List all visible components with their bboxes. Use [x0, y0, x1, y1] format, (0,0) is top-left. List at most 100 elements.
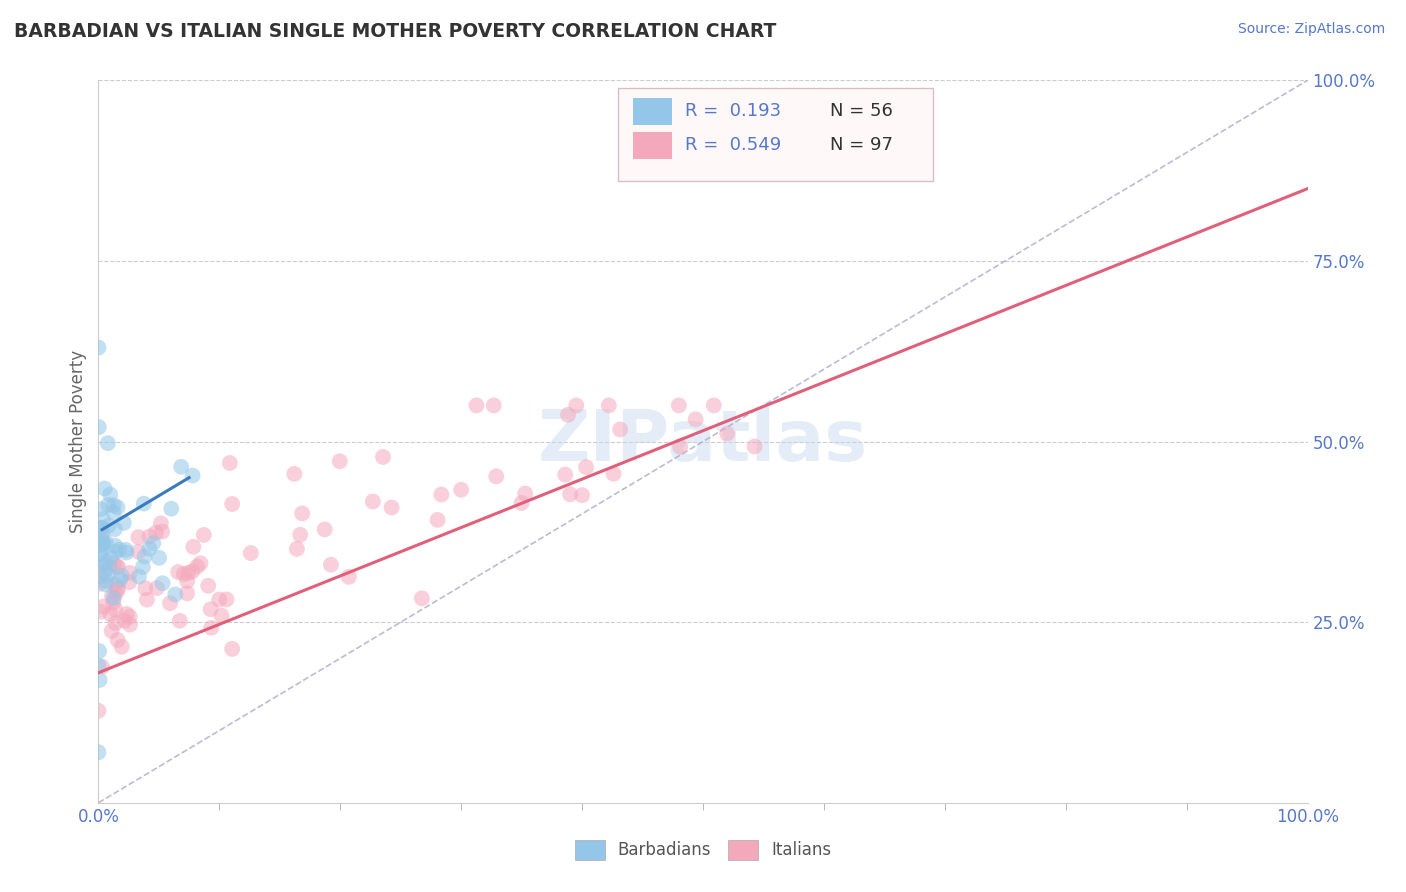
Point [96, 567, 118, 582]
Point [208, 592, 231, 607]
Point [118, 617, 141, 632]
Point [87, 658, 110, 673]
Point [118, 575, 141, 590]
Point [218, 456, 240, 470]
Legend: Barbadians, Italians: Barbadians, Italians [568, 833, 838, 867]
Point [90, 520, 112, 534]
Point [283, 467, 305, 481]
Point [371, 450, 394, 464]
Point [111, 640, 134, 654]
Point [115, 607, 138, 621]
Point [319, 558, 342, 572]
Point [103, 595, 125, 609]
Point [337, 570, 360, 584]
Point [100, 607, 122, 622]
Point [167, 565, 190, 579]
Point [87, 341, 110, 355]
Point [181, 565, 204, 579]
Point [90, 539, 112, 553]
Point [181, 468, 204, 483]
Point [149, 516, 172, 531]
Point [602, 467, 624, 481]
Point [134, 581, 156, 595]
Point [173, 566, 195, 581]
Point [89, 673, 111, 687]
Point [314, 522, 336, 536]
Point [91, 535, 114, 549]
Point [200, 602, 222, 616]
Point [215, 592, 238, 607]
Point [411, 591, 433, 606]
Point [107, 633, 129, 648]
Point [89, 559, 111, 574]
Point [609, 422, 631, 436]
Point [145, 525, 167, 540]
Point [94, 574, 117, 588]
Point [669, 440, 692, 454]
Point [329, 454, 352, 468]
Point [193, 528, 215, 542]
Point [100, 550, 122, 565]
Point [103, 506, 125, 520]
Point [211, 608, 233, 623]
Point [197, 579, 219, 593]
Text: BARBADIAN VS ITALIAN SINGLE MOTHER POVERTY CORRELATION CHART: BARBADIAN VS ITALIAN SINGLE MOTHER POVER… [14, 22, 776, 41]
Point [104, 602, 127, 616]
Point [450, 483, 472, 497]
Text: N = 97: N = 97 [830, 136, 893, 154]
Point [510, 496, 533, 510]
Point [557, 408, 579, 422]
Point [94, 558, 117, 572]
Point [114, 614, 136, 628]
Point [89, 521, 111, 535]
Point [115, 545, 138, 559]
Point [183, 540, 205, 554]
Point [104, 577, 127, 591]
Text: N = 56: N = 56 [830, 103, 893, 120]
Point [89, 576, 111, 591]
Point [104, 539, 127, 553]
Point [380, 500, 402, 515]
Point [104, 522, 127, 536]
Point [127, 530, 149, 544]
Point [127, 545, 149, 559]
Y-axis label: Single Mother Poverty: Single Mother Poverty [69, 350, 87, 533]
Point [107, 582, 129, 597]
Point [290, 528, 312, 542]
Point [107, 500, 129, 515]
Point [668, 398, 690, 412]
Point [716, 426, 738, 441]
Point [598, 398, 620, 412]
Point [97, 436, 120, 450]
Point [91, 659, 114, 673]
Point [186, 559, 208, 574]
Text: ZIPatlas: ZIPatlas [538, 407, 868, 476]
Point [146, 581, 169, 595]
Point [87, 745, 110, 759]
Point [565, 398, 588, 412]
Text: Source: ZipAtlas.com: Source: ZipAtlas.com [1237, 22, 1385, 37]
Point [93, 536, 115, 550]
Point [465, 398, 488, 412]
Point [97, 498, 120, 512]
Point [176, 574, 198, 588]
Point [291, 507, 314, 521]
Point [128, 569, 150, 583]
Point [89, 644, 111, 658]
Point [136, 592, 159, 607]
Point [104, 616, 127, 631]
Point [114, 542, 136, 557]
Point [104, 545, 127, 559]
Point [159, 596, 181, 610]
Point [558, 487, 581, 501]
Point [87, 420, 110, 434]
Point [94, 577, 117, 591]
Point [93, 482, 115, 496]
Bar [633, 97, 672, 125]
Point [118, 609, 141, 624]
Point [104, 586, 127, 600]
Point [285, 541, 308, 556]
Point [93, 599, 115, 614]
Point [93, 565, 115, 579]
Point [89, 605, 111, 619]
